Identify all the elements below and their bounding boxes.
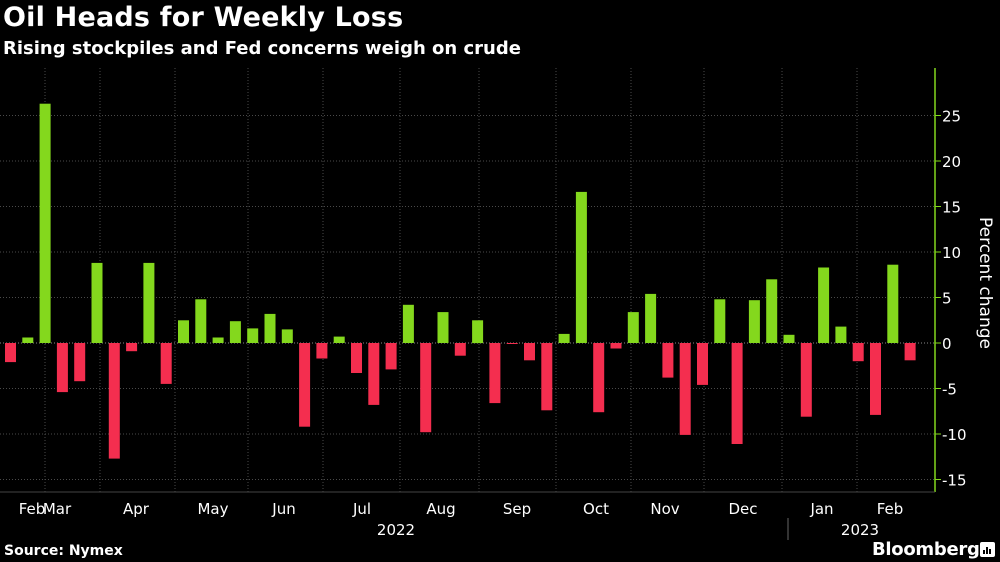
source-note: Source: Nymex — [4, 543, 123, 559]
bar — [299, 343, 311, 427]
x-tick-label: Nov — [650, 500, 679, 518]
bar — [645, 293, 657, 343]
x-tick-label: Aug — [426, 500, 455, 518]
x-tick-label: Feb — [19, 500, 46, 518]
x-tick-label: Sep — [503, 500, 531, 518]
x-tick-label: Oct — [583, 500, 609, 518]
bar — [731, 343, 743, 444]
bar — [472, 320, 484, 344]
bar — [160, 343, 172, 384]
bar — [904, 343, 916, 361]
x-tick-label: Jan — [809, 500, 833, 518]
y-axis-label: Percent change — [975, 217, 995, 349]
x-tick-label: Jul — [352, 500, 371, 518]
bar — [5, 343, 16, 363]
chart-subtitle: Rising stockpiles and Fed concerns weigh… — [3, 38, 521, 59]
y-tick-label: 25 — [942, 108, 961, 126]
y-tick-label: 5 — [942, 290, 952, 308]
bar — [835, 326, 847, 343]
bar — [627, 312, 639, 343]
bar — [56, 343, 68, 393]
bar — [420, 343, 432, 433]
bar — [679, 343, 691, 435]
bar — [852, 343, 864, 362]
bar — [281, 329, 293, 343]
bar — [593, 343, 605, 413]
bar — [887, 264, 899, 343]
y-tick-label: 20 — [942, 153, 961, 171]
bar — [351, 343, 362, 373]
bar — [247, 328, 259, 343]
bar — [524, 343, 535, 361]
bar — [402, 304, 414, 343]
bar — [697, 343, 708, 385]
bar — [454, 343, 466, 356]
x-tick-label: Feb — [877, 500, 904, 518]
bar — [126, 343, 138, 352]
bar — [333, 336, 345, 343]
bar — [783, 334, 795, 343]
bar — [541, 343, 553, 411]
x-tick-label: Dec — [728, 500, 757, 518]
bar — [818, 267, 830, 343]
bar — [178, 320, 189, 344]
bar — [229, 321, 241, 343]
bar — [610, 343, 622, 349]
bar — [489, 343, 501, 404]
bar — [870, 343, 881, 415]
bar — [212, 337, 224, 343]
bar — [575, 191, 587, 343]
bar — [22, 337, 34, 343]
y-tick-label: 0 — [942, 335, 952, 353]
bar — [437, 312, 449, 343]
bar — [143, 262, 155, 343]
y-tick-label: -15 — [942, 472, 967, 490]
bar — [39, 103, 51, 343]
chart-title: Oil Heads for Weekly Loss — [3, 2, 404, 33]
bar — [800, 343, 812, 417]
bar — [385, 343, 397, 370]
bar — [714, 299, 726, 343]
bar — [316, 343, 328, 359]
bar — [264, 313, 276, 343]
bar — [91, 262, 103, 343]
bar — [108, 343, 120, 459]
x-tick-label: Apr — [123, 500, 150, 518]
x-tick-label: Mar — [43, 500, 72, 518]
bloomberg-terminal-icon — [980, 542, 995, 557]
x-tick-label: May — [197, 500, 228, 518]
bar — [506, 343, 518, 344]
x-tick-label: Jun — [271, 500, 295, 518]
bar — [748, 300, 760, 343]
y-tick-label: 10 — [942, 244, 961, 262]
y-tick-label: 15 — [942, 199, 961, 217]
bar — [368, 343, 380, 405]
brand-logo: Bloomberg — [872, 539, 980, 560]
bar — [74, 343, 86, 382]
bar — [558, 333, 570, 343]
y-tick-label: -5 — [942, 381, 957, 399]
year-label: 2022 — [377, 521, 415, 539]
bar — [195, 299, 207, 343]
year-label: 2023 — [841, 521, 879, 539]
bar — [766, 279, 778, 343]
y-tick-label: -10 — [942, 426, 967, 444]
bar — [662, 343, 674, 378]
